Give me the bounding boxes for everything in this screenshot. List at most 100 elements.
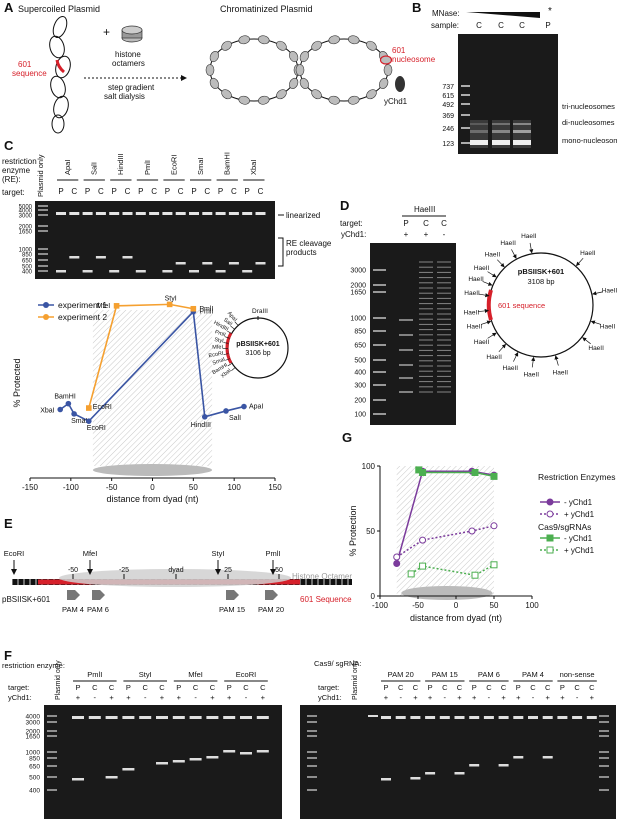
gel-f-upper-band bbox=[189, 716, 202, 719]
gel-c-cleavage-band bbox=[228, 262, 239, 265]
haeii-site-label: HaeII bbox=[500, 240, 516, 247]
gel-f-upper-band bbox=[122, 716, 135, 719]
data-point bbox=[407, 570, 415, 578]
x-tick-label: 100 bbox=[525, 601, 539, 610]
gel-f-upper-band bbox=[572, 716, 583, 719]
gel-f-upper-band bbox=[223, 716, 236, 719]
x-tick-label: 50 bbox=[490, 601, 499, 610]
lane-target-f: P bbox=[126, 683, 131, 692]
gel-c-cleavage-band bbox=[95, 256, 106, 259]
nucleosome-icon bbox=[258, 35, 270, 45]
cleavage-label: RE cleavage products bbox=[286, 239, 332, 257]
lane-ychd1-f: + bbox=[76, 693, 81, 702]
lane-ychd1-f: + bbox=[261, 693, 266, 702]
ychd1-label-d: yChd1: bbox=[341, 230, 366, 239]
gel-b-di-band bbox=[513, 130, 531, 133]
nucleosome-icon bbox=[311, 40, 322, 51]
ladder-label: 100 bbox=[354, 412, 366, 419]
x-tick-label: -50 bbox=[106, 483, 118, 492]
ychd1-label-f-right: yChd1: bbox=[318, 693, 342, 702]
panel-letter-c: C bbox=[4, 138, 14, 153]
lane-target-f-right: C bbox=[501, 683, 507, 692]
lane-target-f: C bbox=[210, 683, 216, 692]
lane-ychd1-f-right: - bbox=[488, 693, 491, 702]
gel-c-linear-band bbox=[69, 212, 80, 215]
guide-label-f: PAM 15 bbox=[432, 670, 458, 679]
gel-b-di-band bbox=[492, 130, 510, 133]
lane-target-c: C bbox=[231, 187, 237, 196]
nucleosome-icon bbox=[258, 95, 270, 105]
legend-marker bbox=[43, 302, 49, 308]
data-point bbox=[201, 414, 208, 420]
nucleosome-icon bbox=[221, 40, 232, 51]
legend-marker bbox=[546, 534, 554, 542]
gel-c-cleavage-band bbox=[175, 262, 186, 265]
pam-label: PAM 4 bbox=[62, 605, 84, 614]
panel-letter-d: D bbox=[340, 198, 349, 213]
lane-ychd1-f-right: + bbox=[560, 693, 565, 702]
gel-b-mono-band bbox=[470, 140, 488, 145]
haeii-site-label: HaeII bbox=[474, 265, 490, 272]
site-label-e: EcoRI bbox=[4, 549, 24, 558]
legend-label: experiment 1 bbox=[58, 300, 107, 310]
ladder-label: 4000 bbox=[19, 209, 33, 215]
haeii-site-label: HaeII bbox=[580, 250, 596, 257]
lane-target-f: P bbox=[176, 683, 181, 692]
gel-c-linear-band bbox=[82, 212, 93, 215]
panel-f: F restriction enzyme:target:yChd1: Plasmi… bbox=[2, 648, 616, 819]
data-point bbox=[86, 418, 92, 424]
panel-letter-b: B bbox=[412, 0, 421, 15]
ladder-label: 400 bbox=[22, 270, 33, 276]
position-tick-label: dyad bbox=[168, 567, 183, 574]
gel-f-upper-band bbox=[156, 716, 168, 719]
panel-e: E EcoRI MfeI StyI PmlI -50 -25 dyad 25 50 Histone… bbox=[2, 516, 352, 614]
lane-target-d: C bbox=[423, 219, 429, 228]
chromatinized-plasmid-icon bbox=[205, 35, 393, 105]
enzyme-label-c: PmlI bbox=[143, 160, 152, 175]
data-point bbox=[86, 405, 92, 411]
legend-group-title: Restriction Enzymes bbox=[538, 472, 615, 482]
legend-label: - yChd1 bbox=[564, 534, 593, 543]
map-site-label: DraIII bbox=[252, 308, 268, 315]
haeii-site-arrow bbox=[482, 281, 493, 286]
x-tick-label: -150 bbox=[22, 483, 39, 492]
gel-f-upper-band bbox=[483, 716, 494, 719]
gel-b-ladder: 737 615 492 369 246 123 bbox=[442, 84, 470, 148]
nucleosome-icon bbox=[289, 77, 299, 90]
lane-ychd1-f: + bbox=[109, 693, 114, 702]
ladder-label: 850 bbox=[22, 253, 33, 259]
gel-f-right-group: Cas9/ sgRNA: target:yChd1: Plasmid only PAM… bbox=[300, 659, 616, 819]
site-label-e: StyI bbox=[212, 549, 225, 558]
lane-target-f: P bbox=[75, 683, 80, 692]
nucleosome-icon bbox=[328, 35, 340, 45]
plasmid-name-c: pBSIISK+601 bbox=[236, 341, 279, 348]
gel-c-linear-band bbox=[56, 212, 66, 215]
lane-target-c: P bbox=[218, 187, 223, 196]
legend-marker bbox=[546, 546, 554, 554]
haeii-site-arrow bbox=[487, 271, 497, 278]
lane-ychd1-f-right: + bbox=[516, 693, 521, 702]
lane-ychd1-f-right: + bbox=[546, 693, 551, 702]
x-tick-label: 0 bbox=[454, 601, 459, 610]
haeii-site-arrow bbox=[590, 320, 602, 325]
dialysis-label: step gradient salt dialysis bbox=[104, 83, 155, 101]
enzyme-label-c: SmaI bbox=[196, 157, 205, 175]
ladder-label: 1650 bbox=[350, 290, 366, 297]
histone-octamer-shape bbox=[401, 586, 493, 600]
lane-target-c: C bbox=[258, 187, 264, 196]
linearized-label: linearized bbox=[286, 211, 320, 220]
ladder-label: 200 bbox=[354, 398, 366, 405]
gel-f-cleavage-band bbox=[189, 758, 202, 761]
gel-f-right bbox=[300, 705, 616, 819]
gel-c-linear-band bbox=[242, 212, 253, 215]
ladder-label: 737 bbox=[442, 84, 454, 91]
lane-target-f-right: P bbox=[428, 683, 433, 692]
lane-ychd1-d: + bbox=[424, 230, 429, 239]
data-point bbox=[419, 562, 427, 570]
x-axis-label: distance from dyad (nt) bbox=[410, 613, 502, 623]
histone-octamer-shape bbox=[92, 464, 213, 476]
panel-c: C restriction enzyme (RE): target: Plasmid… bbox=[2, 138, 332, 504]
lane-target-f: C bbox=[243, 683, 249, 692]
gel-f-upper-band bbox=[240, 716, 252, 719]
ladder-label: 369 bbox=[442, 113, 454, 120]
